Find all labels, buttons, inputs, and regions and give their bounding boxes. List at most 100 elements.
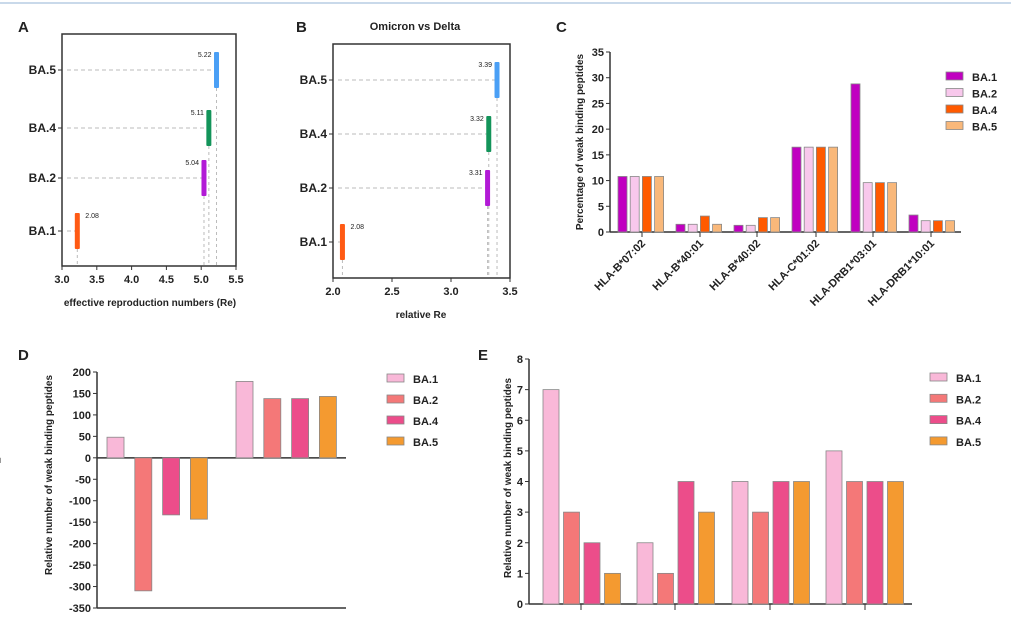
bar-BA.4-c [700,215,710,233]
y-tick-label-d: -150 [69,517,91,529]
y-tick-label-d: -350 [69,603,91,612]
bar-BA.4-c [875,182,885,233]
bar-BA.4-e [583,542,601,605]
bar-BA.1-e [542,389,560,605]
bar-BA.2-e [846,481,863,605]
x-tick-label-a: 5.0 [194,274,209,286]
legend-swatch-BA.5-e [929,436,948,446]
category-label-a: BA.2 [29,171,57,185]
bar-BA.5-d [318,396,337,459]
x-tick-label-c: HLA-B*40:01 [651,238,707,294]
bar-BA.2-c [920,220,931,233]
legend-label-BA.1-c: BA.1 [972,72,997,84]
value-label-b: 3.39 [478,62,492,69]
legend-swatch-BA.5-d [386,436,405,446]
category-label-a: BA.4 [29,121,57,135]
x-tick-label-a: 4.0 [124,274,139,286]
bar-BA.1-e [731,481,749,605]
panel-label-e: E [478,347,488,364]
legend-swatch-BA.1-d [386,373,405,383]
range-bar-BA.5 [214,52,220,88]
bar-BA.5-e [793,481,810,605]
x-tick-label-a: 3.0 [54,274,69,286]
legend-swatch-BA.2-d [386,394,405,404]
y-tick-label-c: 35 [592,47,604,59]
y-tick-label-d: -50 [75,474,91,486]
y-tick-label-d: -200 [69,539,91,551]
panel-label-a: A [18,19,29,36]
bar-BA.4-c [642,176,652,233]
bar-BA.1-c [675,223,686,233]
bar-BA.4-d [291,398,310,459]
value-label-a: 5.11 [191,110,204,117]
y-tick-label-c: 0 [598,227,604,239]
legend-swatch-BA.4-e [929,415,948,425]
bar-BA.4-c [933,220,943,233]
y-tick-label-e: 3 [517,507,523,519]
y-tick-label-d: -100 [69,496,91,508]
range-bar-BA.4 [206,110,212,146]
bar-BA.1-d [235,381,254,459]
range-bar-BA.2 [201,160,207,196]
y-tick-label-c: 25 [592,98,604,110]
category-label-a: BA.1 [29,224,57,238]
legend-label-BA.1-d: BA.1 [413,374,438,386]
value-label-a: 5.04 [185,160,199,167]
x-tick-label-b: 2.0 [325,286,340,298]
y-axis-label-c: Percentage of weak binding peptides [575,53,586,230]
plot-frame-a [61,33,237,267]
legend-label-BA.5-c: BA.5 [972,122,997,134]
bar-BA.5-c [945,220,955,233]
y-tick-label-c: 20 [592,124,604,136]
x-tick-label-b: 3.5 [502,286,517,298]
bar-BA.1-c [850,83,861,233]
range-bar-BA.4 [486,116,492,152]
y-tick-label-e: 4 [517,477,524,489]
legend-label-BA.2-c: BA.2 [972,89,997,101]
bar-BA.2-c [862,182,873,233]
y-tick-label-e: 5 [517,446,523,458]
chart-title-b: Omicron vs Delta [370,21,461,33]
category-label-b: BA.5 [300,73,328,87]
legend-label-BA.5-d: BA.5 [413,437,438,449]
x-tick-label-c: HLA-C*01:02 [767,238,823,294]
bar-BA.2-e [657,572,674,605]
y-tick-label-c: 30 [592,73,604,85]
x-tick-label-a: 4.5 [159,274,174,286]
bar-BA.2-e [752,511,769,605]
legend-label-BA.1-e: BA.1 [956,373,981,385]
bar-BA.2-c [803,146,814,233]
range-bar-BA.1 [74,213,80,249]
bar-BA.5-c [887,182,897,233]
legend-label-BA.2-e: BA.2 [956,394,981,406]
bar-BA.1-e [636,542,654,605]
panel-label-d: D [18,347,29,364]
legend-swatch-BA.4-d [386,415,405,425]
legend-swatch-BA.1-e [929,372,948,382]
bar-BA.4-d [162,457,181,516]
value-label-a: 5.22 [198,52,212,59]
bar-BA.5-e [604,572,621,605]
y-tick-label-c: 15 [592,150,604,162]
range-bar-BA.1 [339,224,345,260]
y-tick-label-d: 100 [73,410,91,422]
x-tick-label-b: 2.5 [384,286,399,298]
y-axis-label-e: Relative number of weak binding peptides [503,378,514,578]
y-tick-label-d: 150 [73,388,91,400]
bar-BA.4-c [758,217,768,233]
y-tick-label-c: 10 [592,176,604,188]
bar-BA.5-e [887,481,904,605]
x-tick-label-a: 5.5 [228,274,243,286]
legend-swatch-BA.4-c [945,104,964,114]
y-tick-label-e: 0 [517,599,523,611]
value-label-b: 3.32 [470,116,484,123]
y-tick-label-e: 7 [517,385,523,397]
y-tick-label-d: -300 [69,582,91,594]
bar-BA.5-c [770,217,780,233]
y-tick-label-e: 8 [517,354,523,366]
bar-BA.4-e [677,481,695,605]
bar-BA.2-c [629,176,640,233]
legend-label-BA.4-e: BA.4 [956,416,982,428]
value-label-b: 3.31 [469,170,483,177]
